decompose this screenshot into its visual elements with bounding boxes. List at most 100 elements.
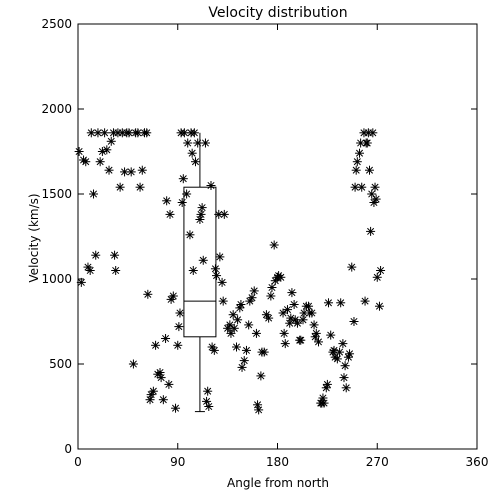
- data-point: [282, 305, 292, 315]
- data-points: [74, 128, 386, 415]
- data-point: [100, 128, 110, 138]
- x-tick-label: 180: [266, 455, 289, 469]
- data-point: [111, 266, 121, 275]
- data-point: [319, 398, 329, 408]
- data-point: [376, 266, 386, 275]
- data-point: [237, 362, 247, 372]
- boxplot: [183, 132, 217, 413]
- data-point: [247, 293, 257, 303]
- x-axis-label: Angle from north: [227, 476, 329, 490]
- data-point: [196, 209, 206, 219]
- x-tick-label: 270: [366, 455, 389, 469]
- data-point: [74, 147, 84, 156]
- data-point: [142, 128, 152, 138]
- data-point: [183, 138, 193, 148]
- data-point: [143, 289, 153, 299]
- data-point: [335, 347, 345, 357]
- data-point: [296, 335, 306, 345]
- data-point: [85, 266, 95, 275]
- data-point: [332, 354, 342, 364]
- data-point: [135, 182, 145, 192]
- data-point: [340, 361, 350, 371]
- data-point: [173, 340, 183, 350]
- data-point: [102, 145, 112, 155]
- y-tick-label: 500: [49, 357, 72, 371]
- data-point: [329, 345, 339, 355]
- data-point: [161, 334, 171, 343]
- data-point: [368, 128, 378, 138]
- y-tick-label: 1000: [41, 272, 72, 286]
- data-point: [226, 328, 236, 338]
- data-point: [126, 167, 136, 177]
- data-point: [311, 328, 321, 338]
- data-point: [289, 300, 299, 309]
- data-point: [355, 148, 365, 158]
- data-point: [203, 386, 213, 396]
- data-point: [212, 271, 222, 281]
- data-point: [151, 340, 161, 350]
- data-point: [168, 291, 178, 301]
- data-point: [128, 359, 138, 369]
- data-point: [366, 226, 376, 236]
- axes: 0 90 180 270 360 0 500 1000 1500 2000 2500: [41, 17, 488, 469]
- data-point: [314, 337, 324, 347]
- data-point: [175, 308, 185, 318]
- x-tick-label: 90: [170, 455, 185, 469]
- data-point: [156, 373, 166, 383]
- data-point: [322, 379, 332, 389]
- data-point: [185, 230, 195, 240]
- data-point: [218, 296, 228, 306]
- data-point: [104, 165, 114, 175]
- data-point: [177, 198, 187, 207]
- data-point: [336, 298, 346, 308]
- data-point: [251, 328, 261, 338]
- data-point: [197, 203, 207, 213]
- data-point: [174, 322, 184, 332]
- data-point: [280, 339, 290, 349]
- data-point: [269, 240, 279, 250]
- data-point: [193, 138, 203, 148]
- data-point: [171, 403, 181, 413]
- data-point: [204, 402, 214, 411]
- data-point: [350, 182, 360, 192]
- data-point: [374, 301, 384, 311]
- data-point: [165, 209, 175, 219]
- data-point: [158, 395, 168, 405]
- data-point: [304, 301, 314, 311]
- data-point: [357, 182, 367, 192]
- data-point: [198, 255, 208, 265]
- data-point: [362, 138, 372, 148]
- data-point: [292, 318, 302, 328]
- y-tick-label: 0: [64, 442, 72, 456]
- data-point: [244, 320, 254, 330]
- data-point: [254, 405, 264, 415]
- data-point: [162, 196, 172, 206]
- data-point: [219, 209, 229, 219]
- data-point: [264, 313, 274, 323]
- data-point: [249, 286, 259, 296]
- data-point: [364, 165, 374, 175]
- data-point: [148, 386, 158, 396]
- data-point: [200, 138, 210, 148]
- data-point: [229, 323, 239, 333]
- plot-frame: [77, 23, 478, 450]
- data-point: [137, 165, 147, 175]
- data-point: [349, 317, 359, 326]
- data-point: [164, 379, 174, 389]
- data-point: [287, 288, 297, 298]
- data-point: [228, 310, 238, 320]
- data-point: [239, 356, 249, 366]
- data-point: [231, 342, 241, 352]
- data-point: [76, 277, 86, 287]
- data-point: [187, 148, 197, 158]
- data-point: [110, 250, 120, 260]
- data-point: [217, 277, 227, 287]
- data-point: [267, 283, 277, 292]
- data-point: [106, 136, 116, 146]
- data-point: [91, 250, 101, 260]
- data-point: [236, 300, 246, 309]
- data-point: [189, 128, 199, 138]
- y-tick-label: 1500: [41, 187, 72, 201]
- data-point: [115, 182, 125, 192]
